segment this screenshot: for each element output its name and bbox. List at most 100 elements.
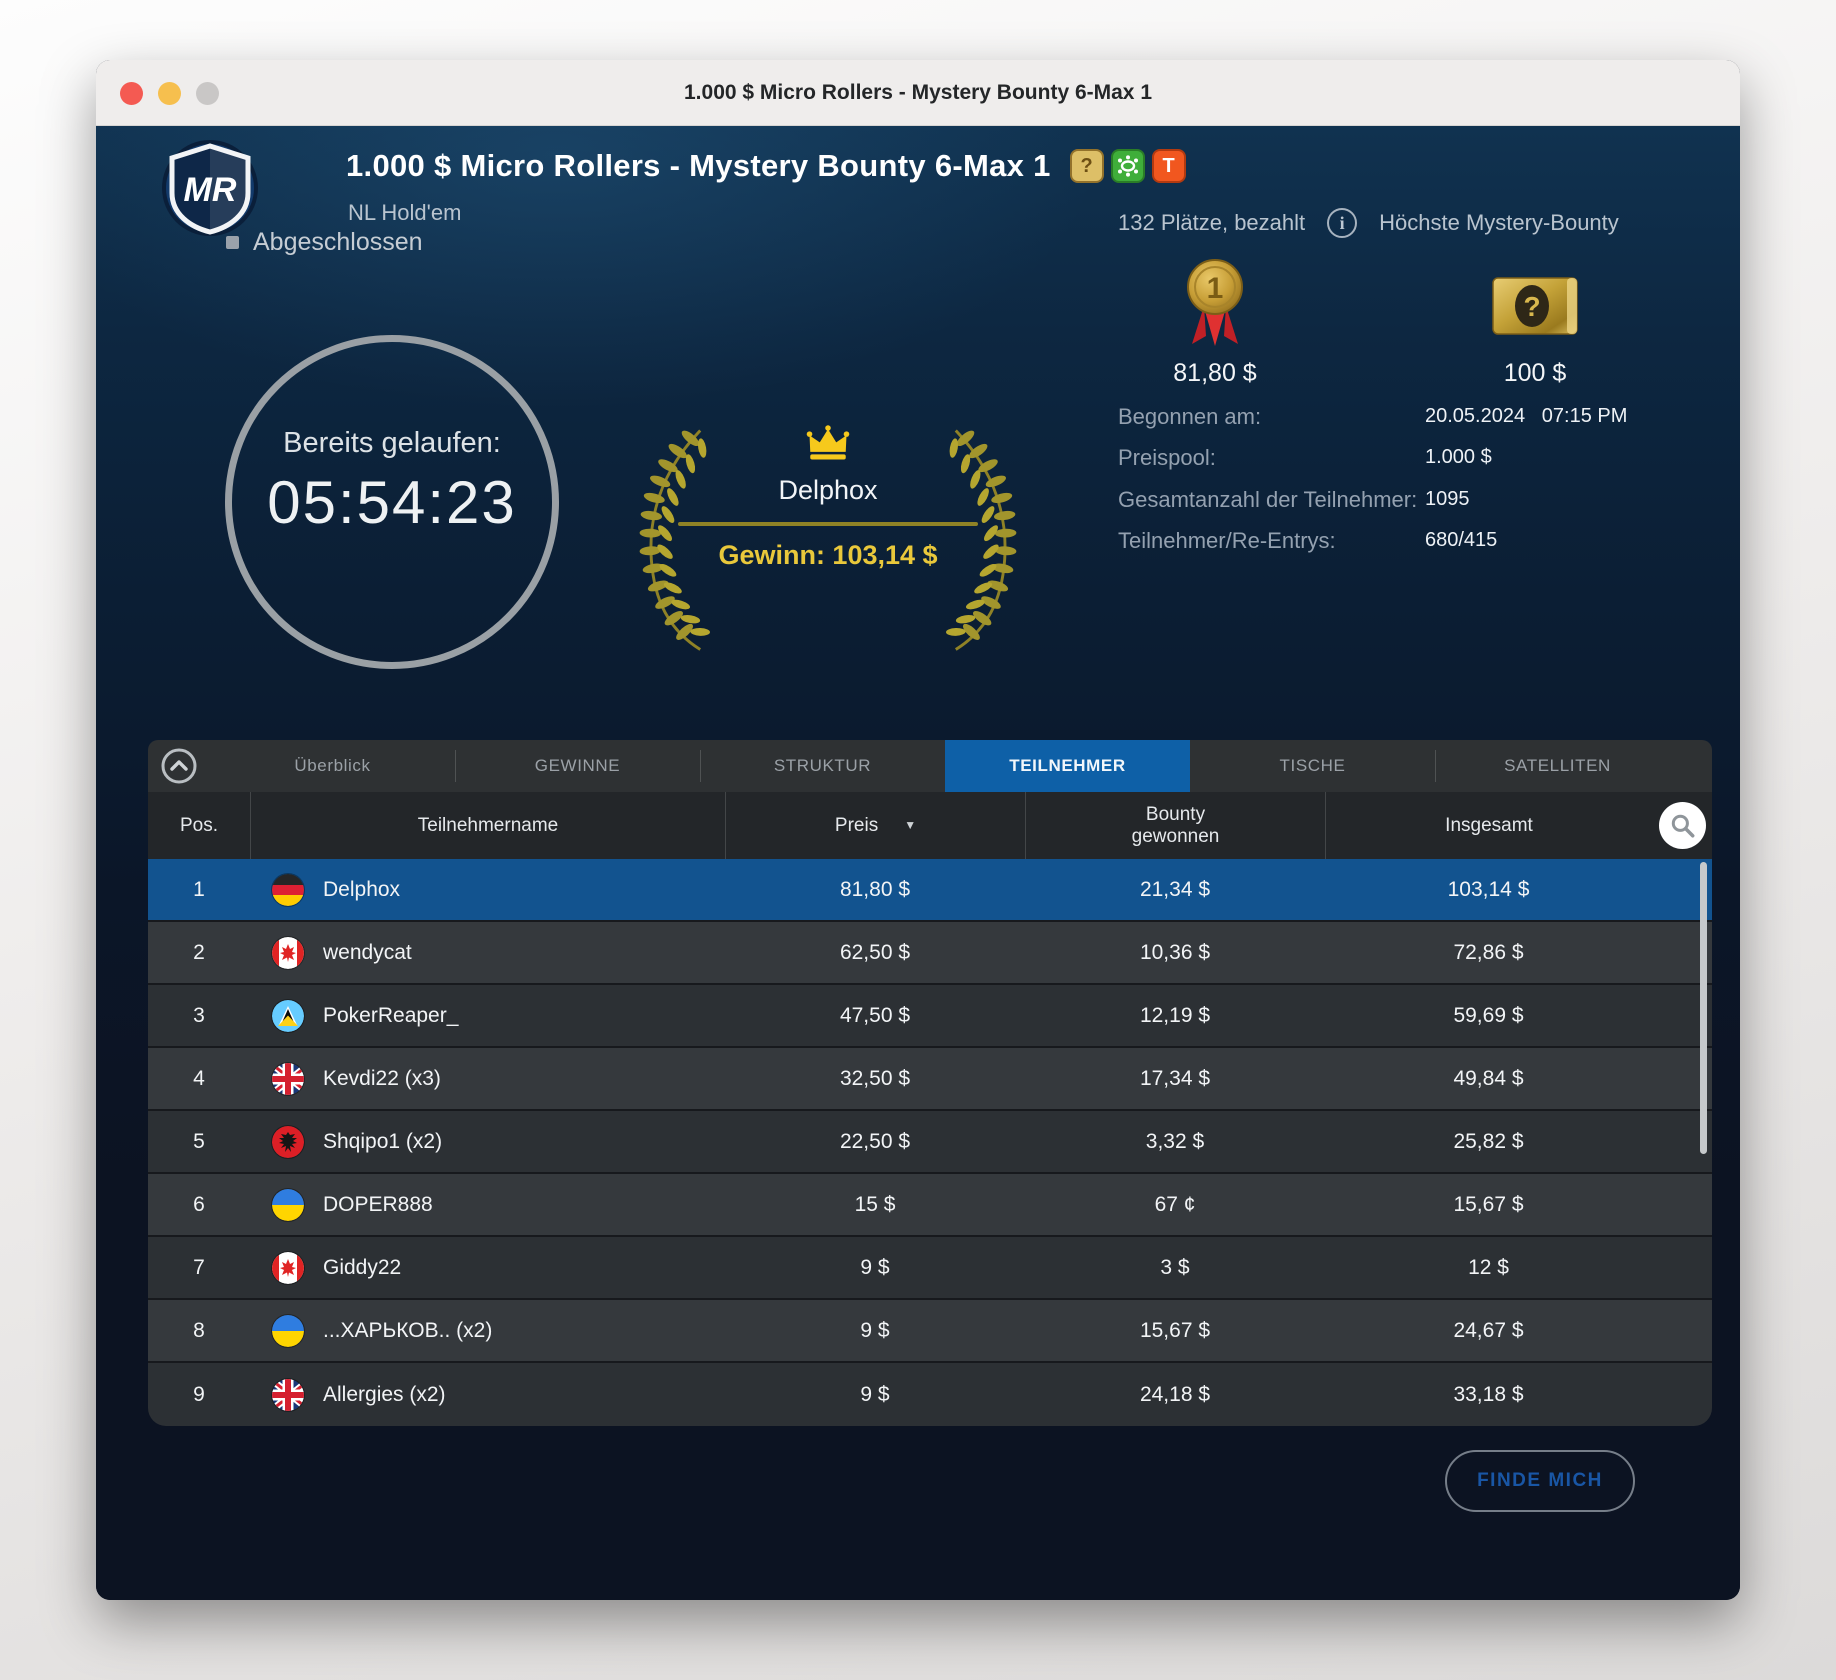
collapse-panel-button[interactable] [148, 740, 210, 792]
highest-bounty-amount: 100 $ [1503, 359, 1567, 387]
country-flag-icon [272, 999, 304, 1032]
cell-total: 15,67 $ [1453, 1192, 1524, 1216]
cell-prize: 9 $ [860, 1318, 890, 1342]
table-row[interactable]: 4 Kevdi22 (x3) 32,50 $ 17,34 $ 49,84 $ [148, 1048, 1712, 1111]
tab-ueberblick[interactable]: Überblick [294, 756, 371, 775]
table-row[interactable]: 9 Allergies (x2) 9 $ 24,18 $ 33,18 $ [148, 1363, 1712, 1426]
table-row[interactable]: 2 wendycat 62,50 $ 10,36 $ 72,86 $ [148, 922, 1712, 985]
cell-bounty: 3 $ [1160, 1255, 1190, 1279]
window-title: 1.000 $ Micro Rollers - Mystery Bounty 6… [684, 80, 1152, 104]
table-scrollbar[interactable] [1700, 862, 1707, 1154]
tab-bar: Überblick GEWINNE STRUKTUR TEILNEHMER TI… [148, 740, 1712, 792]
cell-total: 72,86 $ [1453, 940, 1524, 964]
column-header-bounty: Bounty gewonnen [1025, 792, 1325, 859]
tab-teilnehmer[interactable]: TEILNEHMER [945, 740, 1190, 792]
cell-pos: 9 [193, 1382, 205, 1406]
cell-bounty: 3,32 $ [1145, 1129, 1205, 1153]
cell-bounty: 17,34 $ [1139, 1066, 1211, 1090]
participant-name: DOPER888 [323, 1192, 433, 1216]
detail-label: Begonnen am: [1118, 404, 1262, 429]
cell-pos: 6 [193, 1192, 205, 1216]
table-row[interactable]: 3 PokerReaper_ 47,50 $ 12,19 $ 59,69 $ [148, 985, 1712, 1048]
participant-name: Shqipo1 (x2) [323, 1129, 443, 1153]
cell-total: 103,14 $ [1447, 877, 1530, 901]
cell-bounty: 67 ¢ [1154, 1192, 1196, 1216]
cell-total: 25,82 $ [1453, 1129, 1524, 1153]
tournament-lobby-window: 1.000 $ Micro Rollers - Mystery Bounty 6… [96, 60, 1740, 1600]
participants-table: 1 Delphox 81,80 $ 21,34 $ 103,14 $ 2 wen… [148, 859, 1712, 1426]
participant-name: Allergies (x2) [323, 1382, 446, 1406]
winner-prize: Gewinn: 103,14 $ [718, 540, 938, 570]
laurel-branch-icon [946, 429, 1017, 651]
elapsed-time-value: 05:54:23 [267, 469, 517, 536]
tab-tische[interactable]: TISCHE [1279, 756, 1346, 775]
tournament-status: Abgeschlossen [226, 228, 423, 257]
tab-satelliten[interactable]: SATELLITEN [1435, 740, 1680, 792]
tournament-logo: MR [160, 138, 260, 238]
country-flag-icon [272, 1188, 304, 1221]
svg-text:?: ? [1523, 291, 1540, 322]
game-type-label: NL Hold'em [348, 200, 462, 225]
participant-name: Kevdi22 (x3) [323, 1066, 441, 1090]
winner-block: Delphox Gewinn: 103,14 $ [608, 414, 1048, 704]
participant-name: ...ХАРЬКОВ.. (x2) [323, 1318, 493, 1342]
participant-name: Giddy22 [323, 1255, 402, 1279]
svg-text:1: 1 [1207, 272, 1224, 305]
tab-gewinne[interactable]: GEWINNE [455, 740, 700, 792]
turbo-badge-icon: T [1151, 149, 1186, 183]
tab-struktur[interactable]: STRUKTUR [700, 740, 945, 792]
country-flag-icon [272, 1125, 304, 1158]
table-row[interactable]: 8 ...ХАРЬКОВ.. (x2) 9 $ 15,67 $ 24,67 $ [148, 1300, 1712, 1363]
winner-name: Delphox [778, 475, 878, 505]
close-window-button[interactable] [120, 82, 143, 105]
cell-pos: 7 [193, 1255, 205, 1279]
find-me-button[interactable]: FINDE MICH [1445, 1450, 1635, 1512]
chevron-up-circle-icon [161, 748, 197, 784]
cell-prize: 15 $ [854, 1192, 896, 1216]
window-titlebar: 1.000 $ Micro Rollers - Mystery Bounty 6… [96, 60, 1740, 126]
participant-name: wendycat [323, 940, 412, 964]
highest-bounty-label: Höchste Mystery-Bounty [1379, 210, 1619, 235]
cell-total: 49,84 $ [1453, 1066, 1524, 1090]
cell-bounty: 24,18 $ [1139, 1382, 1211, 1406]
info-icon[interactable]: i [1327, 208, 1358, 238]
cell-prize: 62,50 $ [839, 940, 911, 964]
zoom-window-button[interactable] [196, 82, 219, 105]
detail-value: 1.000 $ [1425, 446, 1492, 469]
search-button[interactable] [1659, 802, 1706, 849]
elapsed-label: Bereits gelaufen: [283, 427, 501, 459]
mystery-bounty-badge-icon: ? [1069, 149, 1104, 183]
table-row[interactable]: 1 Delphox 81,80 $ 21,34 $ 103,14 $ [148, 859, 1712, 922]
tournament-title: 1.000 $ Micro Rollers - Mystery Bounty 6… [346, 148, 1051, 183]
column-header-pos: Pos. [179, 814, 219, 836]
cell-bounty: 15,67 $ [1139, 1318, 1211, 1342]
minimize-window-button[interactable] [158, 82, 181, 105]
cell-pos: 4 [193, 1066, 205, 1090]
cell-bounty: 12,19 $ [1139, 1003, 1211, 1027]
table-row[interactable]: 7 Giddy22 9 $ 3 $ 12 $ [148, 1237, 1712, 1300]
cell-prize: 9 $ [860, 1255, 890, 1279]
country-flag-icon [272, 1378, 304, 1411]
cell-pos: 5 [193, 1129, 205, 1153]
sort-arrow-icon[interactable]: ▼ [904, 817, 917, 832]
table-header: Pos. Teilnehmername Preis ▼ Bounty gewon… [148, 792, 1712, 859]
detail-label: Preispool: [1118, 445, 1216, 471]
cell-prize: 22,50 $ [839, 1129, 911, 1153]
detail-label: Teilnehmer/Re-Entrys: [1118, 527, 1336, 553]
mystery-bounty-bar-icon: ? [1492, 277, 1578, 335]
cell-pos: 1 [193, 877, 205, 901]
country-flag-icon [272, 1314, 304, 1347]
participant-name: Delphox [323, 877, 401, 901]
cell-total: 12 $ [1468, 1255, 1509, 1279]
column-header-name: Teilnehmername [250, 792, 725, 859]
column-header-prize[interactable]: Preis ▼ [725, 792, 1025, 859]
tournament-badges: ? T [1069, 149, 1186, 183]
cell-prize: 47,50 $ [839, 1003, 911, 1027]
table-row[interactable]: 6 DOPER888 15 $ 67 ¢ 15,67 $ [148, 1174, 1712, 1237]
mr-shield-icon: MR [162, 140, 258, 236]
table-row[interactable]: 5 Shqipo1 (x2) 22,50 $ 3,32 $ 25,82 $ [148, 1111, 1712, 1174]
lobby-content: MR 1.000 $ Micro Rollers - Mystery Bount… [96, 126, 1740, 1600]
highest-bounty-block: ? 100 $ [1465, 254, 1605, 388]
cell-total: 24,67 $ [1453, 1318, 1524, 1342]
status-square-icon [226, 236, 239, 249]
